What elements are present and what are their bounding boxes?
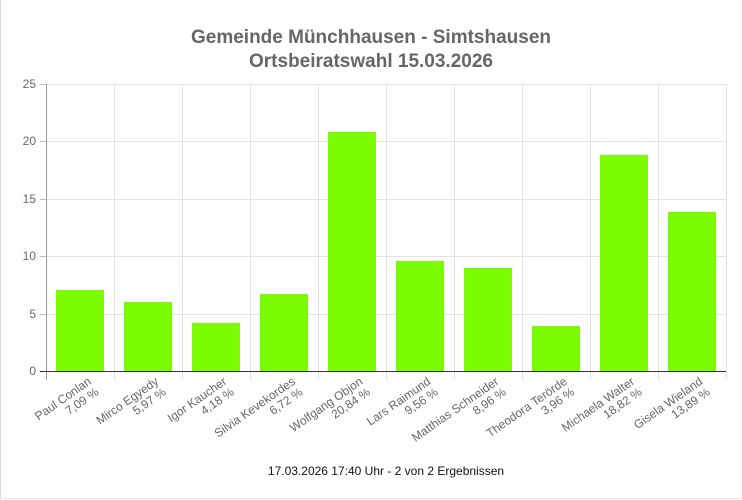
bar-wolfgang-objon[interactable] bbox=[328, 131, 376, 371]
bar-theodora-ter-rde[interactable] bbox=[532, 325, 580, 371]
gridline-vertical bbox=[454, 84, 455, 380]
gridline-vertical bbox=[386, 84, 387, 380]
y-tick-label: 5 bbox=[29, 306, 36, 321]
bar-gisela-wieland[interactable] bbox=[668, 211, 716, 371]
gridline-vertical bbox=[114, 84, 115, 380]
y-tick bbox=[40, 84, 46, 85]
y-axis bbox=[46, 84, 47, 380]
bar-lars-raimund[interactable] bbox=[396, 261, 444, 371]
bar-matthias-schneider[interactable] bbox=[464, 268, 512, 371]
bar-paul-conlan[interactable] bbox=[56, 289, 104, 371]
gridline-vertical bbox=[590, 84, 591, 380]
chart-subtitle: Ortsbeiratswahl 15.03.2026 bbox=[249, 51, 493, 72]
gridline-vertical bbox=[318, 84, 319, 380]
y-tick bbox=[40, 198, 46, 200]
bar-silvia-kevekordes[interactable] bbox=[260, 293, 308, 371]
gridline-vertical bbox=[726, 84, 727, 380]
y-tick bbox=[40, 141, 46, 143]
y-tick-label: 0 bbox=[29, 364, 36, 378]
bar-michaela-walter[interactable] bbox=[600, 154, 648, 371]
y-tick-label: 15 bbox=[22, 191, 36, 206]
y-tick-label: 10 bbox=[22, 249, 36, 264]
y-tick bbox=[40, 313, 46, 315]
plot-area: 0 5 10 15 20 25 bbox=[23, 77, 727, 380]
y-tick-label: 20 bbox=[22, 134, 36, 149]
gridline-vertical bbox=[522, 84, 523, 380]
bar-igor-kaucher[interactable] bbox=[192, 323, 240, 371]
y-tick bbox=[40, 256, 46, 258]
gridline-vertical bbox=[250, 84, 251, 380]
gridline-vertical bbox=[182, 84, 183, 380]
bar-mirco-egyedy[interactable] bbox=[124, 302, 172, 371]
y-tick-label: 25 bbox=[22, 77, 36, 91]
x-axis bbox=[40, 371, 726, 372]
gridline-vertical bbox=[658, 84, 659, 380]
chart-title: Gemeinde Münchhausen - Simtshausen bbox=[190, 27, 552, 48]
footer-status: 17.03.2026 17:40 Uhr - 2 von 2 Ergebniss… bbox=[267, 464, 505, 478]
